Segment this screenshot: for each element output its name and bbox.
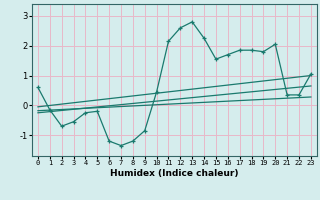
X-axis label: Humidex (Indice chaleur): Humidex (Indice chaleur) xyxy=(110,169,239,178)
